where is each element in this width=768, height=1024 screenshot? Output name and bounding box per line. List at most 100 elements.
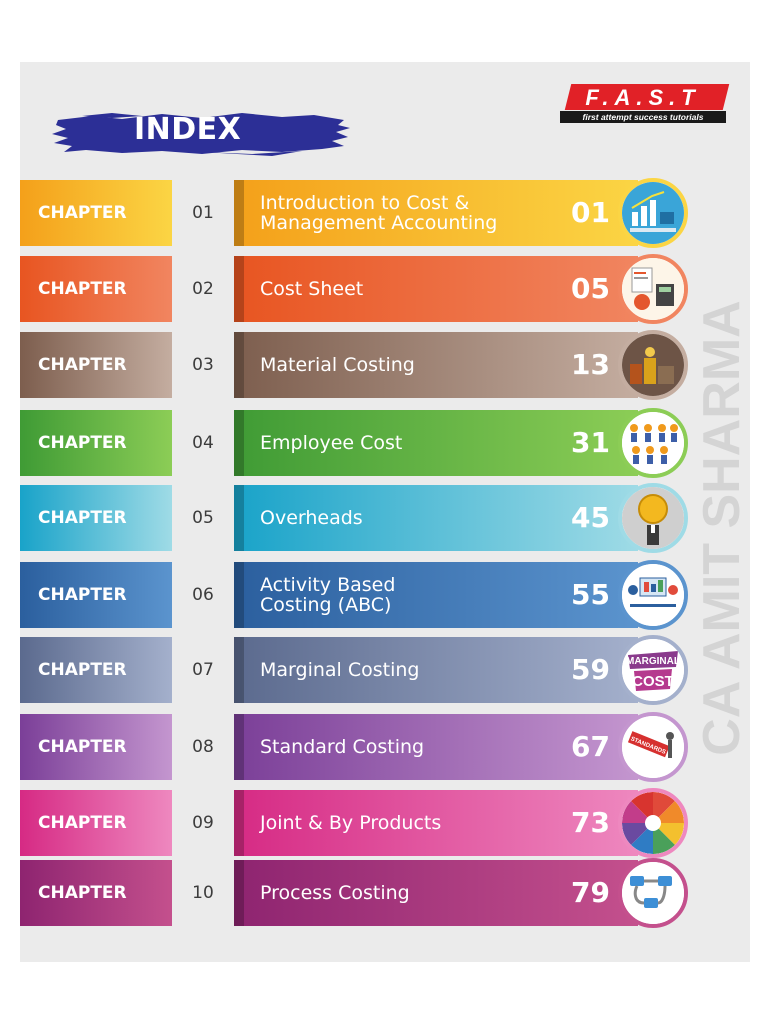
chapter-page-number: 73 — [571, 806, 610, 839]
chapter-tab: CHAPTER — [20, 860, 172, 926]
chapter-row[interactable]: CHAPTER 08 Standard Costing 67 STANDARDS — [20, 712, 692, 782]
chapter-label: CHAPTER — [38, 660, 127, 680]
chapter-tab: CHAPTER — [20, 332, 172, 398]
band-fold-shadow — [234, 485, 244, 551]
chapter-number: 03 — [192, 355, 214, 375]
chapter-title-line: Material Costing — [260, 354, 415, 376]
chapter-band — [234, 562, 638, 628]
chapter-title: Introduction to Cost & Management Account… — [260, 180, 497, 246]
chapter-row[interactable]: CHAPTER 10 Process Costing 79 — [20, 858, 692, 928]
band-fold-shadow — [234, 562, 244, 628]
standards-icon: STANDARDS — [618, 712, 688, 782]
chapter-title-line: Cost Sheet — [260, 278, 364, 300]
employees-icon — [618, 408, 688, 478]
chapter-tab: CHAPTER — [20, 256, 172, 322]
chapter-page-number: 59 — [571, 653, 610, 686]
chapter-row[interactable]: CHAPTER 07 Marginal Costing 59 MARGINAL COST — [20, 635, 692, 705]
chapter-title-line: Employee Cost — [260, 432, 403, 454]
chapter-title-line: Joint & By Products — [260, 812, 442, 834]
chapter-title: Overheads — [260, 485, 363, 551]
logo-tagline: first attempt success tutorials — [560, 111, 726, 123]
chapter-label: CHAPTER — [38, 585, 127, 605]
chapter-label: CHAPTER — [38, 279, 127, 299]
band-fold-shadow — [234, 256, 244, 322]
chapter-page-number: 45 — [571, 501, 610, 534]
chapter-number: 04 — [192, 433, 214, 453]
chapter-page-number: 67 — [571, 730, 610, 763]
chapter-row[interactable]: CHAPTER 03 Material Costing 13 — [20, 330, 692, 400]
materials-icon — [618, 330, 688, 400]
chapter-row[interactable]: CHAPTER 09 Joint & By Products 73 — [20, 788, 692, 858]
band-fold-shadow — [234, 332, 244, 398]
band-fold-shadow — [234, 180, 244, 246]
chapter-label: CHAPTER — [38, 433, 127, 453]
band-fold-shadow — [234, 860, 244, 926]
chapter-row[interactable]: CHAPTER 05 Overheads 45 — [20, 483, 692, 553]
chapter-title-line: Marginal Costing — [260, 659, 420, 681]
chapter-title-line: Standard Costing — [260, 736, 425, 758]
chapter-title-line: Management Accounting — [260, 212, 498, 234]
chapter-title: Standard Costing — [260, 714, 424, 780]
band-fold-shadow — [234, 714, 244, 780]
chapter-band — [234, 790, 638, 856]
process-flow-icon — [618, 858, 688, 928]
marginal-bottom-text: COST — [632, 673, 674, 690]
chapter-title-line: Activity Based — [260, 574, 396, 596]
chapter-page-number: 55 — [571, 578, 610, 611]
chapter-band — [234, 256, 638, 322]
chapter-number: 10 — [192, 883, 214, 903]
chapter-band — [234, 410, 638, 476]
chapter-tab: CHAPTER — [20, 637, 172, 703]
marginal-cost-icon: MARGINAL COST — [618, 635, 688, 705]
chapter-row[interactable]: CHAPTER 04 Employee Cost 31 — [20, 408, 692, 478]
chapter-number: 01 — [192, 203, 214, 223]
chapter-row[interactable]: CHAPTER 06 Activity Based Costing (ABC) 55 — [20, 560, 692, 630]
chapter-page-number: 01 — [571, 196, 610, 229]
chapter-label: CHAPTER — [38, 737, 127, 757]
chapter-tab: CHAPTER — [20, 790, 172, 856]
index-title: INDEX — [134, 112, 242, 147]
fast-logo: F.A.S.T first attempt success tutorials — [560, 84, 730, 124]
chapter-tab: CHAPTER — [20, 562, 172, 628]
chapter-number: 09 — [192, 813, 214, 833]
chapter-band — [234, 180, 638, 246]
chapter-title-line: Introduction to Cost & — [260, 192, 470, 214]
chapter-title-line: Overheads — [260, 507, 363, 529]
band-fold-shadow — [234, 637, 244, 703]
overhead-coin-icon — [618, 483, 688, 553]
chapter-band — [234, 714, 638, 780]
chapter-band — [234, 637, 638, 703]
chapter-label: CHAPTER — [38, 813, 127, 833]
band-fold-shadow — [234, 790, 244, 856]
chapter-title: Process Costing — [260, 860, 410, 926]
chapter-band — [234, 860, 638, 926]
chapter-row[interactable]: CHAPTER 02 Cost Sheet 05 — [20, 254, 692, 324]
chapter-tab: CHAPTER — [20, 410, 172, 476]
chapter-number: 06 — [192, 585, 214, 605]
chapter-page-number: 31 — [571, 426, 610, 459]
chapter-title: Activity Based Costing (ABC) — [260, 562, 395, 628]
chapter-page-number: 79 — [571, 876, 610, 909]
chapter-title: Joint & By Products — [260, 790, 441, 856]
brush-stroke-banner — [52, 113, 350, 156]
chapter-band — [234, 485, 638, 551]
activity-costing-icon — [618, 560, 688, 630]
chapter-title: Employee Cost — [260, 410, 402, 476]
chapter-tab: CHAPTER — [20, 714, 172, 780]
chapter-page-number: 13 — [571, 348, 610, 381]
chapter-label: CHAPTER — [38, 508, 127, 528]
band-fold-shadow — [234, 410, 244, 476]
chapter-row[interactable]: CHAPTER 01 Introduction to Cost & Managemen… — [20, 178, 692, 248]
marginal-top-text: MARGINAL — [626, 656, 680, 667]
joint-products-icon — [618, 788, 688, 858]
accounting-desk-icon — [618, 254, 688, 324]
chapter-title-line: Process Costing — [260, 882, 410, 904]
chapter-page-number: 05 — [571, 272, 610, 305]
chapter-number: 05 — [192, 508, 214, 528]
chapter-title: Marginal Costing — [260, 637, 419, 703]
chapter-band — [234, 332, 638, 398]
chapter-tab: CHAPTER — [20, 180, 172, 246]
chapter-title: Material Costing — [260, 332, 415, 398]
chapter-tab: CHAPTER — [20, 485, 172, 551]
chapter-number: 02 — [192, 279, 214, 299]
